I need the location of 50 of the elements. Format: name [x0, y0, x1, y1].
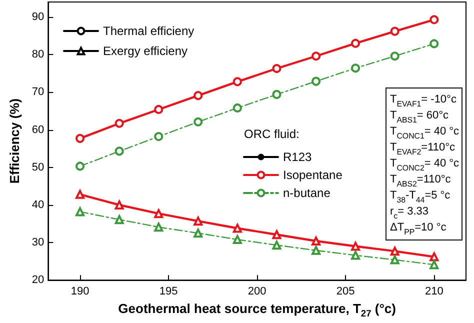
point [76, 134, 85, 143]
legend-label: Isopentane [283, 168, 343, 182]
point [232, 103, 242, 112]
y-tick-label: 60 [32, 124, 44, 136]
point [430, 260, 439, 270]
point [154, 104, 164, 114]
y-tick-label: 40 [32, 198, 44, 211]
legend-label: R123 [283, 150, 312, 164]
point [312, 52, 321, 61]
point [351, 64, 360, 73]
point [312, 246, 321, 255]
y-tick-label: 20 [32, 274, 44, 286]
point [312, 76, 321, 86]
y-tick-label: 80 [32, 48, 44, 61]
point [430, 39, 439, 48]
point [390, 26, 400, 36]
point [272, 90, 282, 99]
x-tick-label: 195 [159, 286, 178, 298]
y-tick-label: 90 [32, 11, 44, 24]
point [76, 207, 85, 216]
point [430, 252, 439, 262]
point [154, 132, 164, 142]
x-tick-label: 190 [70, 286, 90, 298]
y-tick-label: 70 [32, 86, 44, 98]
point [390, 52, 400, 61]
x-tick-label: 205 [336, 286, 355, 298]
point [430, 15, 439, 24]
x-tick-label: 210 [424, 286, 444, 298]
point [114, 146, 124, 156]
point [232, 77, 242, 86]
point [232, 224, 242, 233]
point [76, 190, 85, 199]
y-tick-label: 50 [32, 161, 44, 174]
point [194, 91, 203, 100]
legend-label: Thermal efficieny [103, 24, 194, 38]
legend-label: Exergy efficieny [103, 44, 188, 58]
x-tick-label: 200 [248, 286, 266, 298]
legend-title: ORC fluid: [244, 127, 300, 141]
point [272, 64, 282, 74]
point [194, 117, 203, 126]
legend-label: n-butane [283, 186, 331, 200]
point [351, 242, 360, 251]
point [76, 162, 85, 171]
y-tick-label: 30 [32, 236, 44, 249]
point [351, 250, 360, 260]
point [114, 200, 124, 210]
y-axis-title: Efficiency (%) [7, 98, 22, 184]
point [114, 118, 124, 128]
point [351, 38, 360, 48]
point [390, 255, 400, 264]
